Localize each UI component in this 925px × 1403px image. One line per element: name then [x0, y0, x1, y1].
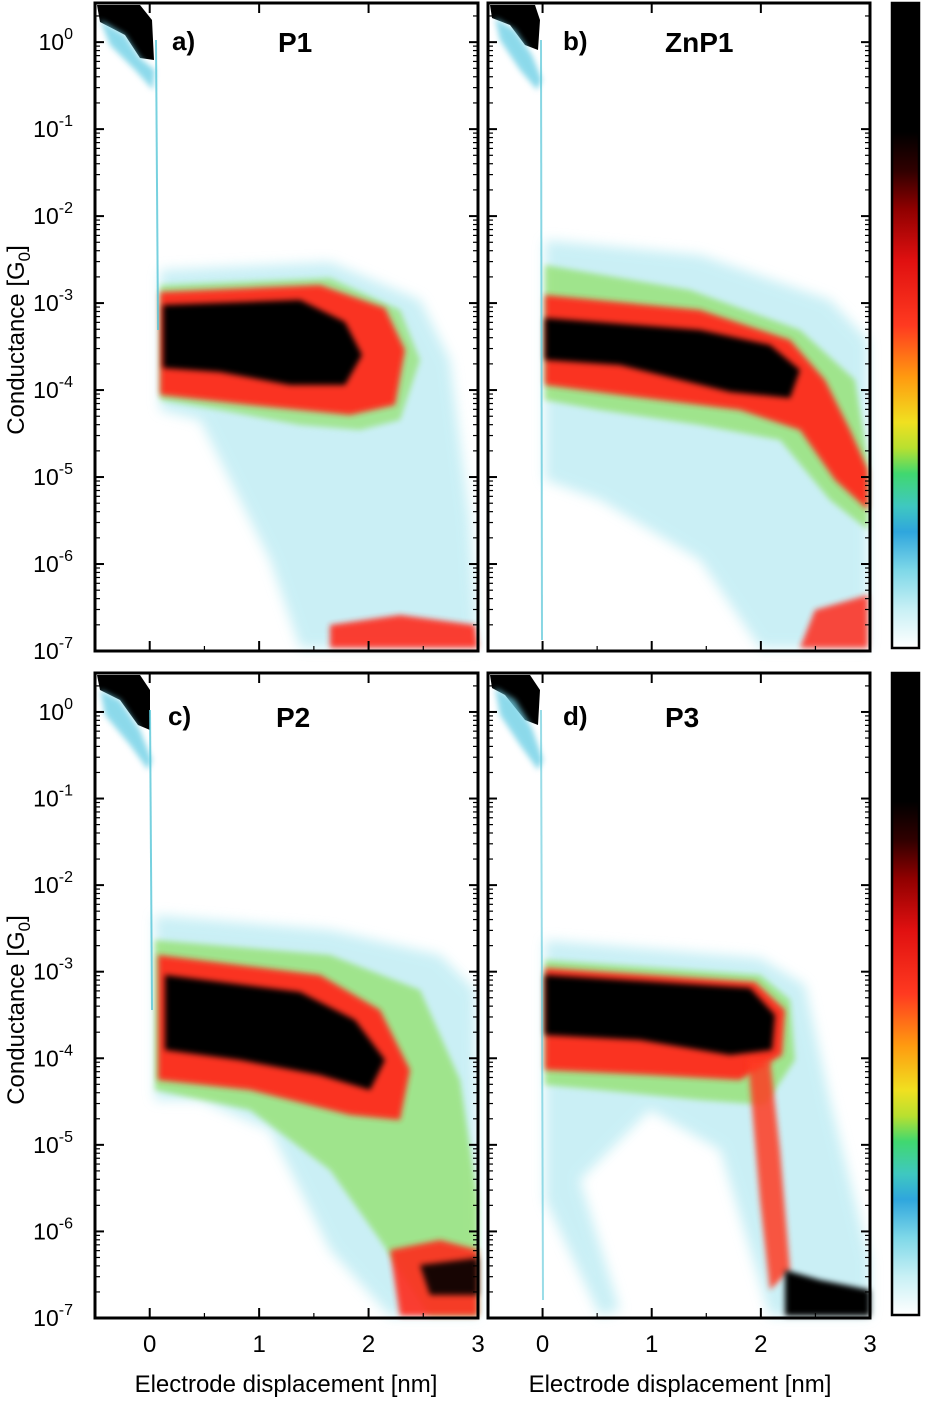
colorbar-bottom [890, 671, 921, 1317]
y-tick-label: 10-3 [33, 287, 73, 316]
panel-letter-a: a) [172, 26, 195, 56]
heatmap-b [490, 5, 868, 648]
drop-c [149, 709, 153, 1011]
contact-a [97, 5, 154, 60]
y-tick-label: 10-3 [33, 956, 73, 985]
y-tick-label: 10-6 [33, 548, 73, 577]
y-tick-label: 10-4 [33, 1042, 73, 1071]
panel-name-d: P3 [665, 702, 699, 733]
contact-b [490, 5, 540, 50]
x-axis-d: 0 1 2 3 [487, 673, 877, 1358]
x-tick-label: 0 [143, 1331, 156, 1358]
ylabel-bottom-close: ] [3, 915, 30, 922]
ylabel-top-close: ] [3, 245, 30, 252]
contact-c [97, 675, 150, 730]
x-tick-label: 3 [863, 1331, 876, 1358]
ylabel-top: Conductance [G0] [3, 245, 34, 435]
panel-letter-c: c) [168, 701, 191, 731]
contact-d-cyan [495, 688, 543, 770]
panel-letter-d: d) [563, 701, 588, 731]
y-axis-a: 100 10-1 10-2 10-3 10-4 10-5 10-6 10-7 [33, 15, 478, 664]
x-tick-label: 0 [536, 1331, 549, 1358]
tail-a-red [330, 615, 478, 648]
heatmap-a [97, 5, 478, 648]
y-tick-label: 10-4 [33, 374, 73, 403]
x-tick-label: 2 [362, 1331, 375, 1358]
plot-frame-d [486, 671, 872, 1320]
contact-a-cyan [100, 20, 155, 90]
drop-b [540, 39, 543, 641]
ylabel-top-sub: 0 [15, 252, 34, 261]
drop-d [540, 709, 544, 1301]
tail-c-core [420, 1258, 478, 1295]
colorbar-top [890, 1, 921, 650]
y-tick-label: 100 [39, 696, 74, 725]
x-axis-c: 0 1 2 3 [94, 673, 485, 1358]
x-tick-label: 3 [471, 1331, 484, 1358]
plot-frame-c [93, 671, 480, 1320]
drop-d-red [748, 1060, 790, 1290]
y-tick-label: 10-2 [33, 869, 73, 898]
panel-a: 100 10-1 10-2 10-3 10-4 10-5 10-6 10-7 a) P1 [33, 1, 480, 664]
y-tick-label: 10-7 [33, 1302, 73, 1331]
y-ticks-b [488, 15, 870, 652]
y-tick-label: 10-1 [33, 113, 73, 142]
colorbar-bottom-gradient [890, 671, 921, 1317]
ylabel-bottom-sub: 0 [15, 922, 34, 931]
core-d [545, 975, 775, 1055]
colorbar-top-gradient [890, 1, 921, 650]
y-ticks-d [488, 685, 870, 1319]
panel-letter-b: b) [563, 26, 588, 56]
x-tick-label: 2 [754, 1331, 767, 1358]
tail-b-red [800, 595, 868, 648]
y-tick-label: 10-2 [33, 200, 73, 229]
panel-d: 0 1 2 3 d) P3 [486, 671, 877, 1358]
ylabel-bottom: Conductance [G0] [3, 915, 34, 1105]
x-tick-label: 1 [645, 1331, 658, 1358]
plot-frame-b [486, 1, 872, 653]
y-tick-label: 10-6 [33, 1215, 73, 1244]
tail-d-core [785, 1270, 870, 1316]
y-tick-label: 10-5 [33, 1129, 73, 1158]
drop-a [155, 39, 159, 331]
x-tick-label: 1 [252, 1331, 265, 1358]
contact-c-cyan [100, 690, 152, 770]
core-c [165, 975, 385, 1090]
y-tick-label: 10-5 [33, 461, 73, 490]
xlabel-d: Electrode displacement [nm] [529, 1371, 832, 1398]
panel-name-a: P1 [278, 27, 312, 58]
ylabel-top-text: Conductance [G [3, 261, 30, 434]
x-ticks-b [487, 3, 871, 651]
ylabel-bottom-text: Conductance [G [3, 931, 30, 1104]
panel-name-b: ZnP1 [665, 27, 733, 58]
core-a [163, 300, 362, 385]
y-tick-label: 100 [39, 26, 74, 55]
panel-name-c: P2 [276, 702, 310, 733]
heatmap-c [97, 675, 478, 1316]
y-tick-label: 10-7 [33, 635, 73, 664]
heatmap-d [490, 675, 870, 1316]
x-ticks-a [94, 3, 479, 651]
y-tick-label: 10-1 [33, 783, 73, 812]
plot-frame-a [93, 1, 480, 653]
xlabel-c: Electrode displacement [nm] [135, 1371, 438, 1398]
panel-b: b) ZnP1 [486, 1, 872, 653]
core-b [545, 318, 800, 398]
contact-b-cyan [495, 18, 542, 90]
y-axis-c: 100 10-1 10-2 10-3 10-4 10-5 10-6 10-7 [33, 685, 478, 1331]
